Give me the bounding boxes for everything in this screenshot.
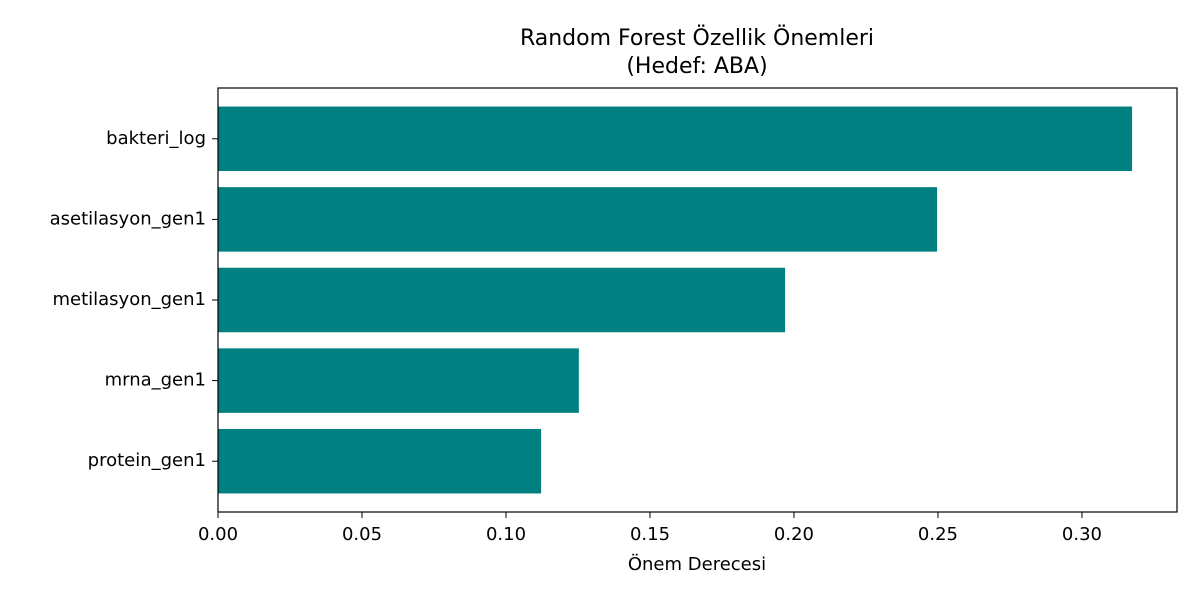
chart-subtitle: (Hedef: ABA) [626,54,767,79]
x-tick-label: 0.05 [342,524,382,545]
chart-title: Random Forest Özellik Önemleri [520,25,874,51]
bar [218,187,938,252]
x-tick-label: 0.25 [918,524,958,545]
y-tick-label: metilasyon_gen1 [52,289,206,310]
y-tick-label: asetilasyon_gen1 [50,208,206,229]
x-tick-label: 0.15 [630,524,670,545]
y-tick-label: protein_gen1 [88,450,206,471]
x-tick-label: 0.30 [1062,524,1102,545]
bar [218,348,579,413]
x-tick-label: 0.10 [486,524,526,545]
x-tick-label: 0.20 [774,524,814,545]
plot-frame [217,87,1178,513]
x-axis-label: Önem Derecesi [628,553,766,575]
y-tick-label: bakteri_log [106,128,206,149]
bar [218,428,542,494]
bar [218,106,1133,172]
y-tick-label: mrna_gen1 [105,370,206,391]
bar [218,267,786,333]
x-tick-label: 0.00 [198,524,238,545]
